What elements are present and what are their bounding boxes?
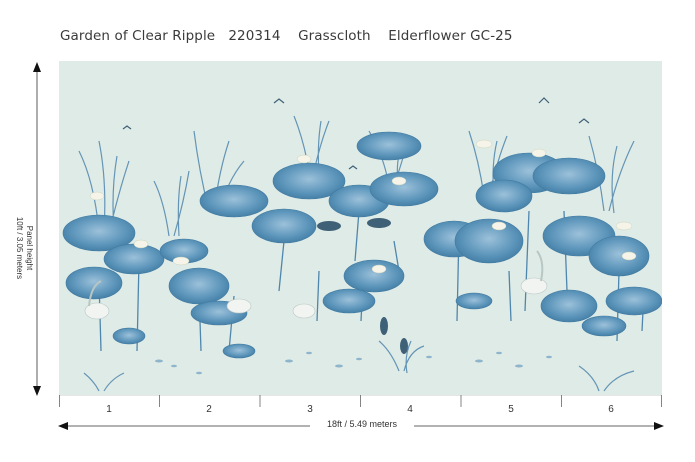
height-label-line1: Panel height xyxy=(25,225,34,271)
panel-number-5: 5 xyxy=(508,404,514,415)
panel-number-1: 1 xyxy=(106,404,112,415)
water-ripples xyxy=(155,351,552,375)
panel-number-6: 6 xyxy=(608,404,614,415)
panel-number-3: 3 xyxy=(307,404,313,415)
page-title: Garden of Clear Ripple 220314 Grasscloth… xyxy=(60,28,513,44)
white-cranes xyxy=(84,250,548,320)
panel-number-4: 4 xyxy=(407,404,413,415)
ducks xyxy=(317,218,408,354)
height-label-line2: 10ft / 3.05 meters xyxy=(15,216,24,280)
lotus-flowers xyxy=(89,139,637,274)
panel-number-2: 2 xyxy=(206,404,212,415)
height-dimension-arrow xyxy=(33,62,41,396)
flying-birds xyxy=(122,97,590,170)
panel-dividers xyxy=(59,395,662,407)
mural-artwork xyxy=(59,61,662,395)
width-label: 18ft / 5.49 meters xyxy=(310,419,414,429)
lotus-leaves xyxy=(62,131,662,359)
mural-preview xyxy=(59,61,662,395)
